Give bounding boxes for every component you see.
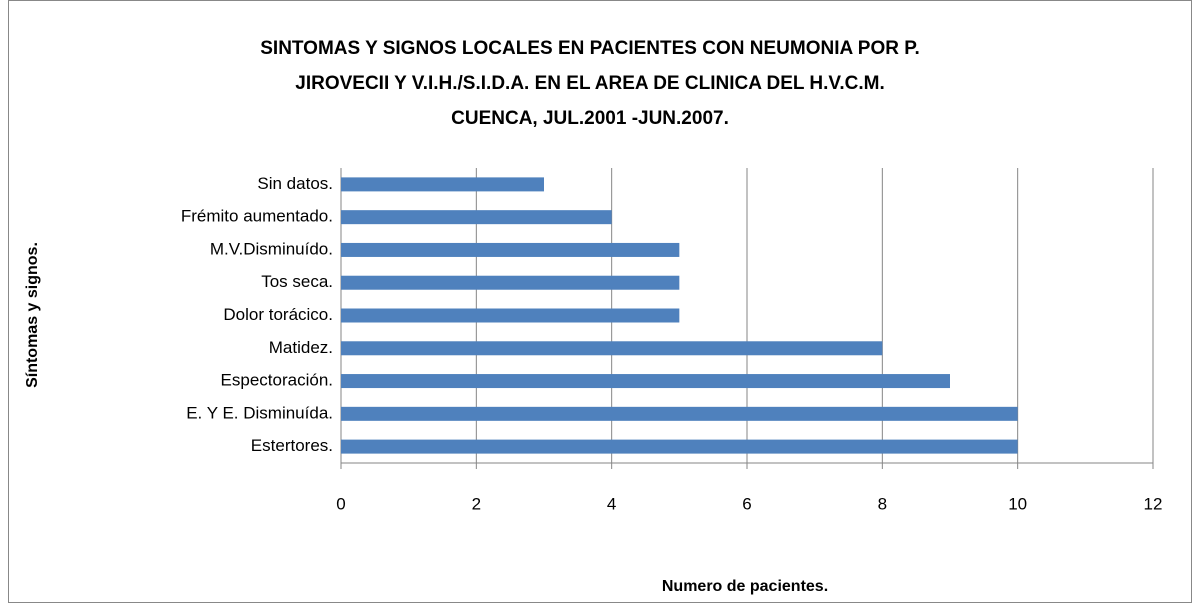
bar [341, 341, 883, 356]
bar [341, 177, 544, 192]
x-tick-label: 2 [472, 494, 481, 513]
y-tick-label: M.V.Disminuído. [210, 239, 333, 258]
chart-title: CUENCA, JUL.2001 -JUN.2007. [451, 108, 729, 129]
y-tick-label: Espectoración. [221, 371, 333, 390]
y-tick-label: Matidez. [269, 338, 333, 357]
bar [341, 374, 950, 389]
x-tick-label: 12 [1144, 494, 1163, 513]
chart-title: SINTOMAS Y SIGNOS LOCALES EN PACIENTES C… [260, 38, 919, 59]
y-tick-label: Estertores. [251, 436, 333, 455]
bar [341, 275, 680, 290]
y-tick-label: E. Y E. Disminuída. [186, 403, 333, 422]
y-tick-label: Tos seca. [261, 272, 333, 291]
y-axis-label: Síntomas y signos. [24, 242, 41, 388]
y-tick-label: Dolor torácico. [223, 305, 333, 324]
bar [341, 210, 612, 225]
chart-frame [8, 0, 1192, 603]
x-tick-label: 10 [1008, 494, 1027, 513]
x-tick-label: 4 [607, 494, 616, 513]
bar [341, 242, 680, 257]
bar [341, 406, 1018, 421]
y-tick-label: Frémito aumentado. [181, 207, 333, 226]
bar [341, 439, 1018, 454]
x-tick-label: 8 [878, 494, 887, 513]
chart-title: JIROVECII Y V.I.H./S.I.D.A. EN EL AREA D… [295, 73, 884, 94]
bar [341, 308, 680, 323]
x-tick-label: 0 [336, 494, 345, 513]
y-tick-label: Sin datos. [257, 174, 333, 193]
x-tick-label: 6 [742, 494, 751, 513]
x-axis-label: Numero de pacientes. [662, 578, 828, 595]
